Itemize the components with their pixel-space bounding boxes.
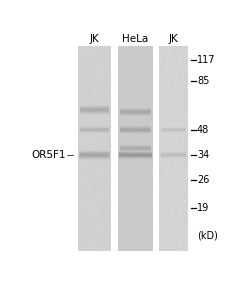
Text: (kD): (kD) <box>197 231 218 241</box>
Text: 34: 34 <box>197 150 209 160</box>
Text: 117: 117 <box>197 55 216 65</box>
Text: HeLa: HeLa <box>122 34 148 44</box>
Bar <box>159 46 188 251</box>
Text: 19: 19 <box>197 203 209 213</box>
Text: --: -- <box>66 150 74 160</box>
Text: 26: 26 <box>197 176 209 185</box>
Text: JK: JK <box>169 34 178 44</box>
Text: OR5F1: OR5F1 <box>31 150 65 160</box>
Text: JK: JK <box>89 34 99 44</box>
Bar <box>118 46 152 251</box>
Text: 48: 48 <box>197 124 209 135</box>
Text: 85: 85 <box>197 76 209 86</box>
Bar <box>78 46 110 251</box>
